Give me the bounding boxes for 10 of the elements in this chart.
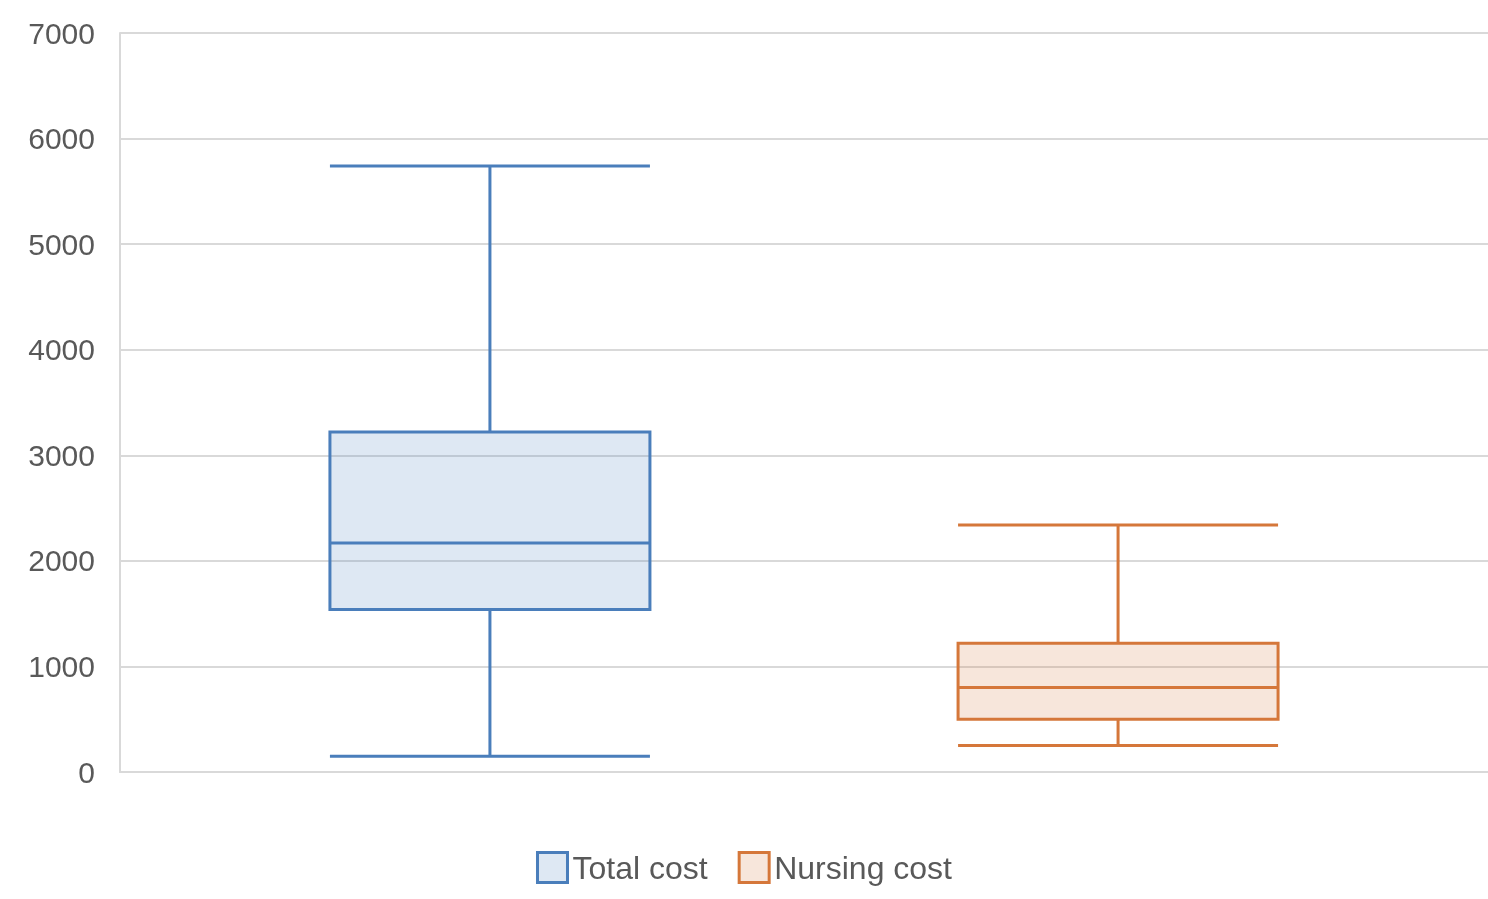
y-tick-label: 0 (78, 755, 95, 789)
y-tick-label: 1000 (28, 649, 95, 683)
y-tick-label: 6000 (28, 122, 95, 156)
y-tick-label: 2000 (28, 544, 95, 578)
y-tick-label: 3000 (28, 438, 95, 472)
legend-label: Total cost (572, 849, 708, 886)
y-tick-label: 4000 (28, 333, 95, 367)
legend-label: Nursing cost (774, 849, 953, 886)
y-tick-label: 7000 (28, 16, 95, 50)
y-tick-label: 5000 (28, 227, 95, 261)
